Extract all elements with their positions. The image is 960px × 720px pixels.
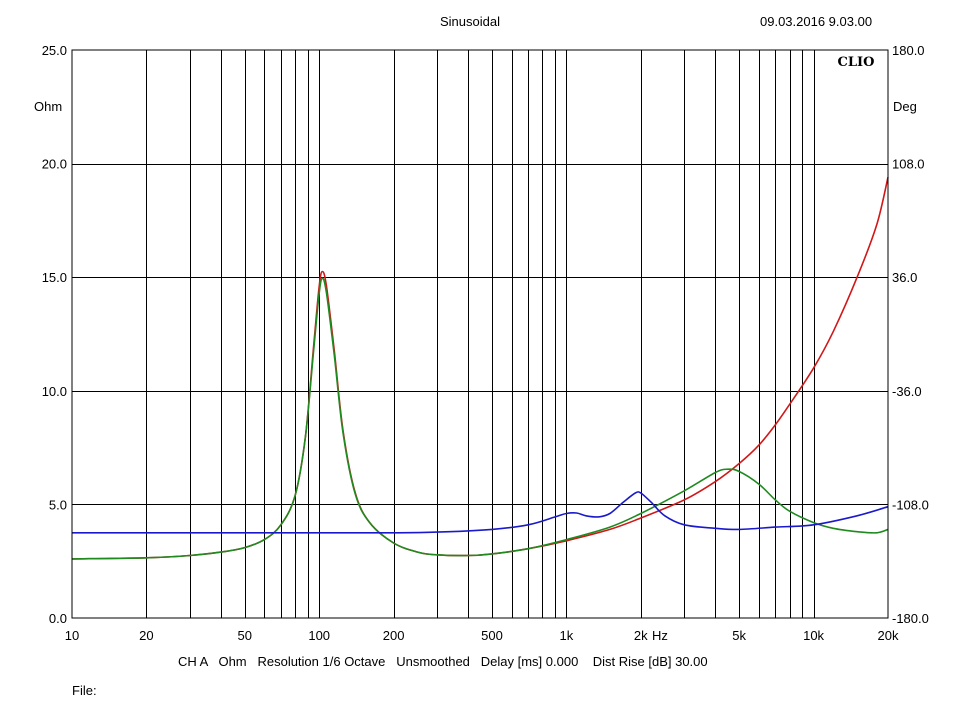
series-layer	[71, 177, 889, 560]
x-tick-label: 100	[308, 628, 330, 643]
y-tick-label-right: -108.0	[892, 497, 929, 512]
x-tick-label: 20k	[878, 628, 899, 643]
right-axis-ticks: -180.0 -108.0 -36.0 36.0 108.0 180.0	[892, 43, 929, 626]
x-tick-label: 5k	[732, 628, 746, 643]
measurement-settings: CH A Ohm Resolution 1/6 Octave Unsmoothe…	[178, 654, 708, 669]
chart-title: Sinusoidal	[440, 14, 500, 29]
y-tick-label-left: 15.0	[42, 270, 67, 285]
grid	[72, 50, 888, 618]
x-tick-label: 200	[383, 628, 405, 643]
file-label: File:	[72, 683, 97, 698]
x-axis-unit: Hz	[652, 628, 668, 643]
series-line-2	[71, 277, 889, 560]
plot-frame	[71, 49, 889, 619]
y-tick-label-left: 0.0	[49, 611, 67, 626]
y-tick-label-left: 10.0	[42, 384, 67, 399]
y-axis-label-right: Deg	[893, 99, 917, 114]
x-tick-label: 10	[65, 628, 79, 643]
x-tick-label: 1k	[560, 628, 574, 643]
x-tick-label: 50	[238, 628, 252, 643]
x-tick-label: 500	[481, 628, 503, 643]
x-tick-label: 20	[139, 628, 153, 643]
y-tick-label-right: 36.0	[892, 270, 917, 285]
y-tick-label-right: 108.0	[892, 157, 925, 172]
y-tick-label-left: 20.0	[42, 157, 67, 172]
y-tick-label-right: 180.0	[892, 43, 925, 58]
timestamp: 09.03.2016 9.03.00	[760, 14, 873, 29]
y-tick-label-left: 25.0	[42, 43, 67, 58]
y-tick-label-right: -180.0	[892, 611, 929, 626]
left-axis-ticks: 0.0 5.0 10.0 15.0 20.0 25.0	[42, 43, 67, 626]
y-tick-label-right: -36.0	[892, 384, 922, 399]
y-axis-label-left: Ohm	[34, 99, 62, 114]
brand-logo: CLIO	[838, 55, 875, 70]
y-tick-label-left: 5.0	[49, 497, 67, 512]
x-axis-ticks: 10 20 50 100 200 500 1k 2k 5k 10k 20k	[65, 628, 899, 643]
series-line-3	[72, 491, 889, 534]
series-line-1	[71, 177, 889, 560]
x-tick-label: 10k	[803, 628, 824, 643]
x-tick-label: 2k	[634, 628, 648, 643]
brand-box: CLIO	[827, 51, 887, 71]
